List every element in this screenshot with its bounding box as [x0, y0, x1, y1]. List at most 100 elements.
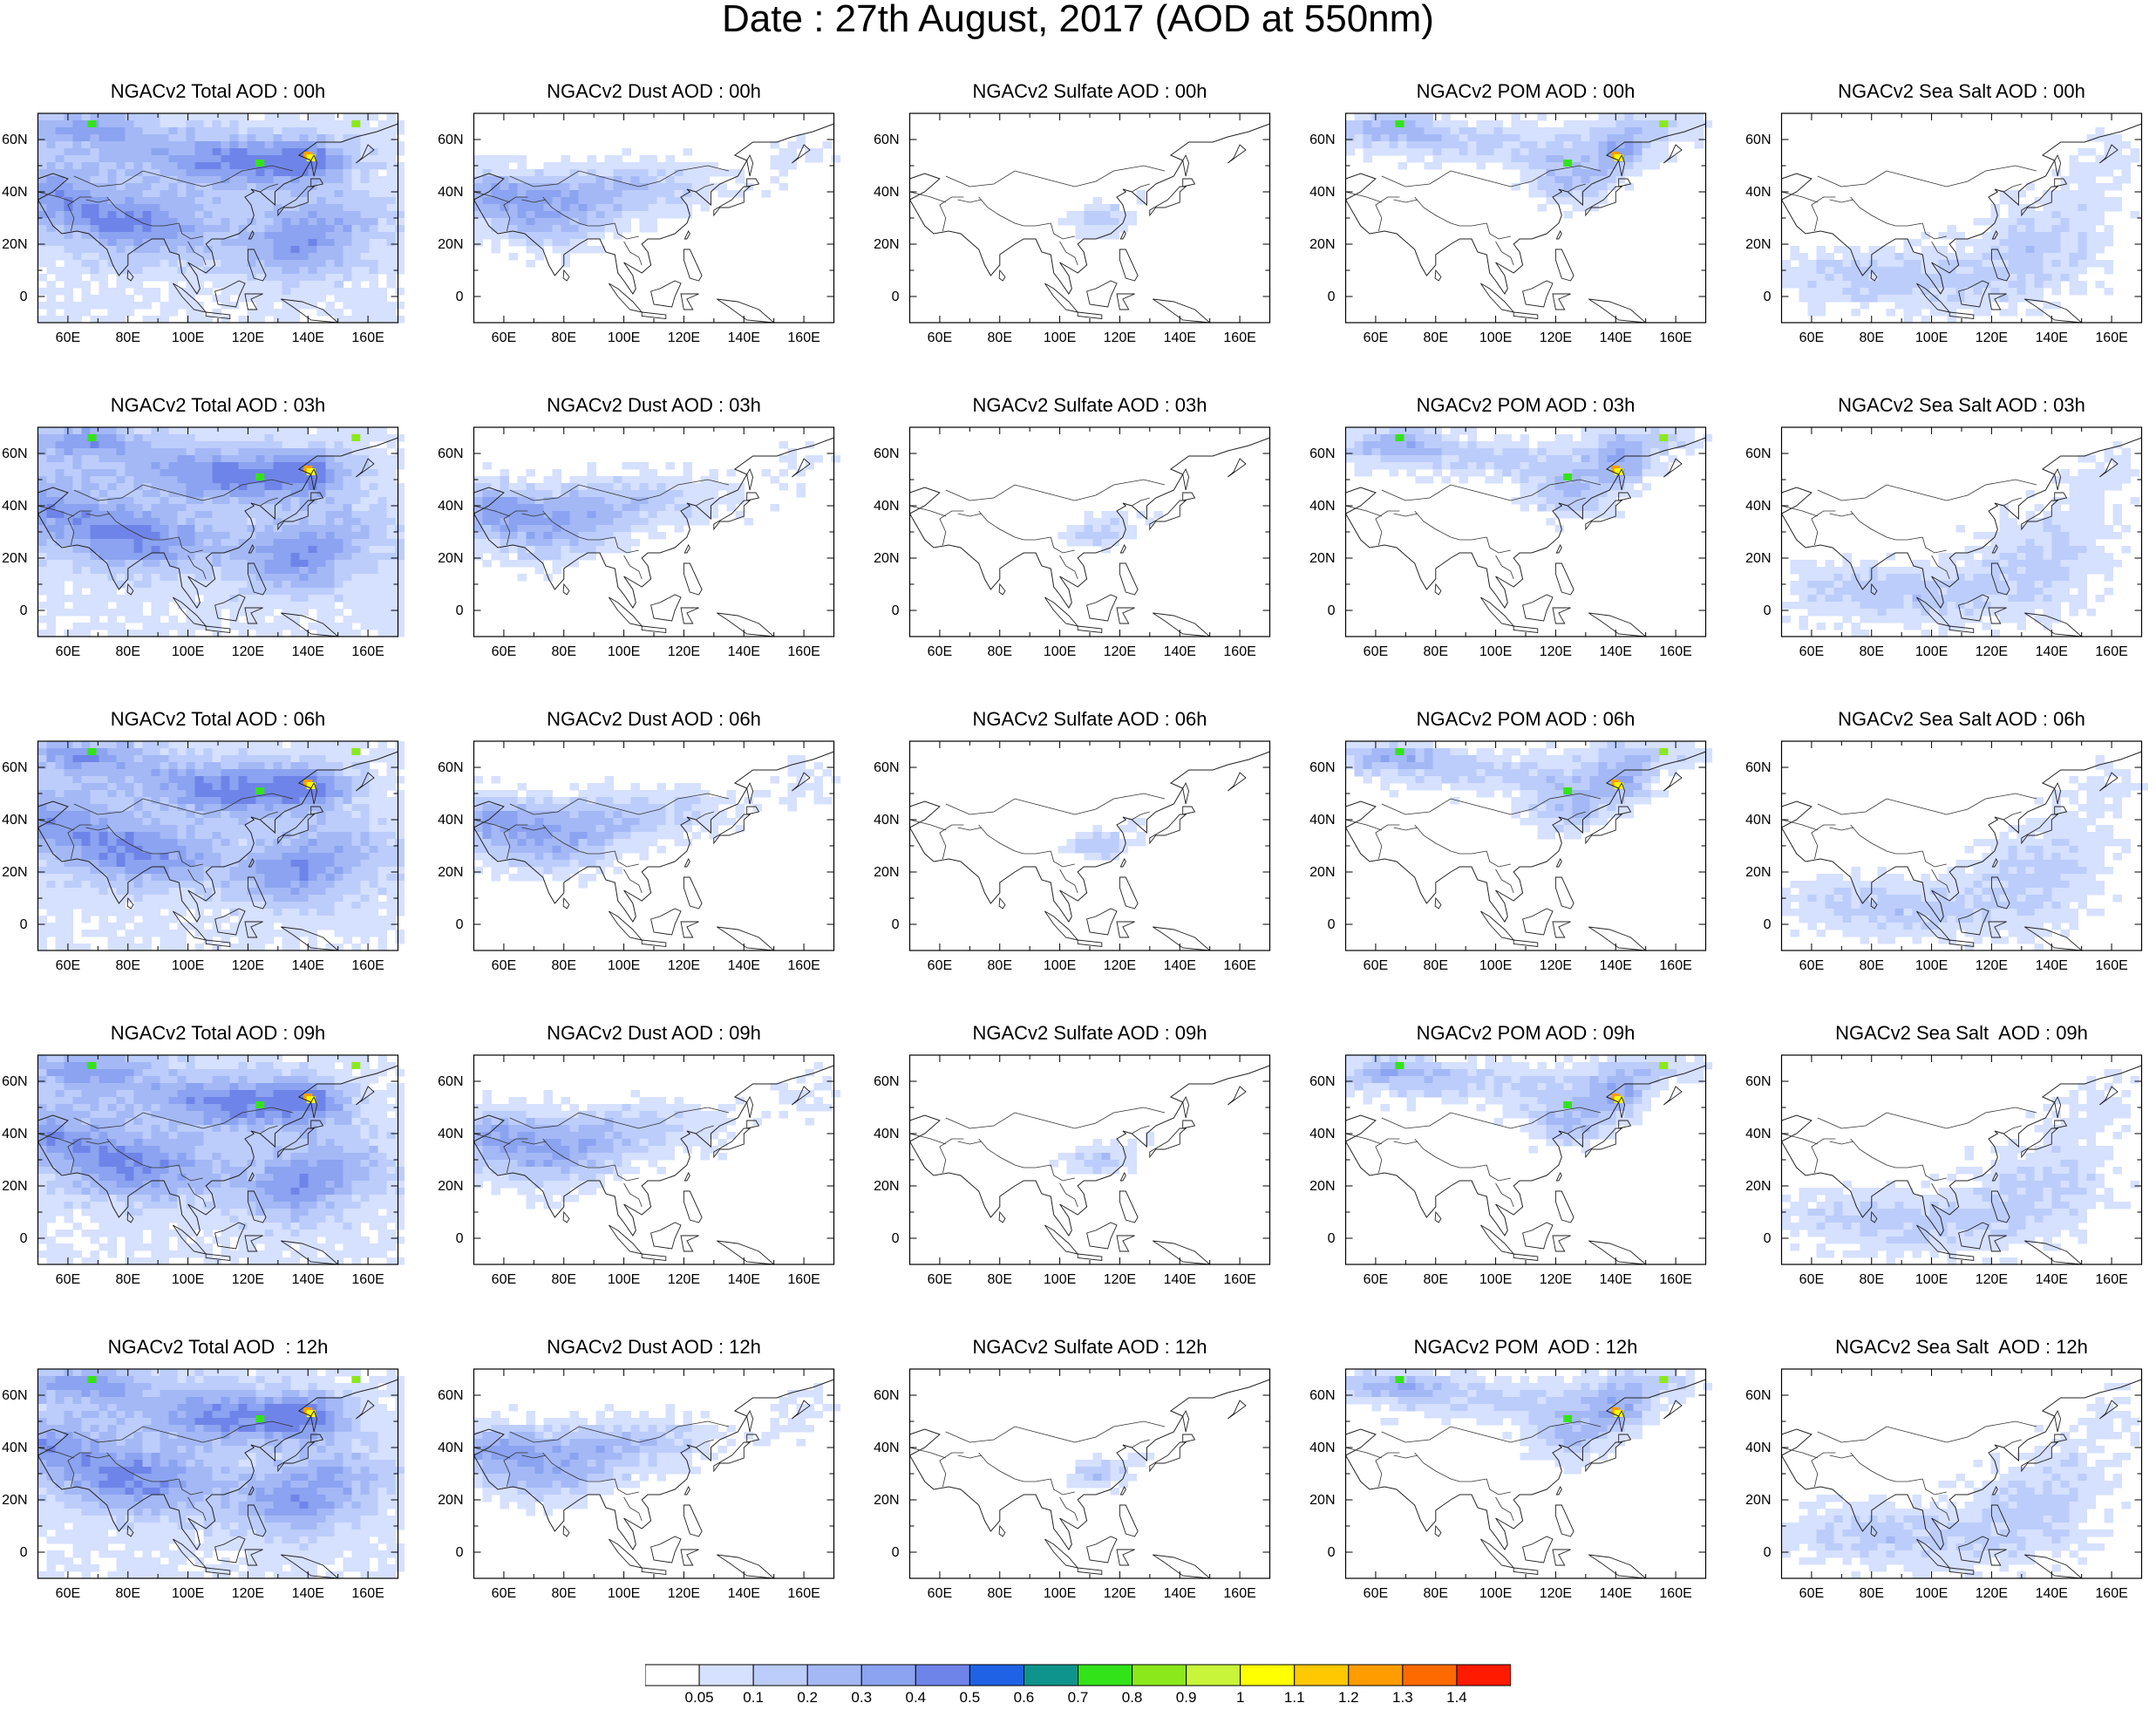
- lon-tick-label: 100E: [1915, 644, 1948, 659]
- lon-tick-label: 100E: [1915, 330, 1948, 345]
- colorbar-label: 1.2: [1338, 1689, 1359, 1706]
- lon-tick-label: 140E: [1164, 958, 1196, 973]
- lon-tick-label: 160E: [351, 330, 384, 345]
- colorbar-swatch: [861, 1665, 915, 1686]
- lat-tick-label: 40N: [438, 499, 463, 514]
- lon-tick-label: 100E: [1044, 958, 1076, 973]
- lon-tick-label: 60E: [928, 958, 952, 973]
- lon-tick-label: 60E: [56, 958, 80, 973]
- colorbar-swatch: [1078, 1665, 1132, 1686]
- lon-tick-label: 160E: [787, 1586, 820, 1601]
- lon-tick-label: 80E: [552, 1272, 576, 1287]
- lat-tick-label: 20N: [1745, 237, 1771, 252]
- lon-tick-label: 100E: [608, 958, 640, 973]
- lat-tick-label: 40N: [2, 499, 27, 514]
- colorbar-label: 0.2: [797, 1689, 818, 1706]
- lat-tick-label: 20N: [874, 1493, 899, 1508]
- lat-tick-label: 20N: [438, 237, 463, 252]
- lat-tick-label: 20N: [438, 1493, 463, 1508]
- lat-tick-label: 40N: [1309, 499, 1335, 514]
- lat-tick-label: 0: [1328, 1231, 1336, 1246]
- lon-tick-label: 140E: [1164, 644, 1196, 659]
- lat-tick-label: 20N: [1745, 865, 1771, 880]
- lat-tick-label: 20N: [1309, 237, 1335, 252]
- lat-tick-label: 40N: [1745, 1127, 1771, 1141]
- lon-tick-label: 80E: [552, 958, 576, 973]
- lat-tick-label: 20N: [1745, 1179, 1771, 1194]
- colorbar-swatch: [1024, 1665, 1078, 1686]
- lon-tick-label: 160E: [351, 644, 384, 659]
- lon-tick-label: 100E: [1915, 1272, 1948, 1287]
- lon-tick-label: 160E: [1659, 1272, 1691, 1287]
- lat-tick-label: 20N: [2, 1493, 27, 1508]
- lat-tick-label: 20N: [438, 1179, 463, 1194]
- lon-tick-label: 80E: [988, 958, 1012, 973]
- lat-tick-label: 60N: [2, 446, 27, 461]
- lon-tick-label: 80E: [1860, 330, 1884, 345]
- lat-tick-label: 40N: [2, 185, 27, 200]
- lon-tick-label: 100E: [608, 1272, 640, 1287]
- lon-tick-label: 160E: [1659, 644, 1691, 659]
- lon-tick-label: 160E: [351, 958, 384, 973]
- lon-tick-label: 120E: [1540, 1272, 1572, 1287]
- colorbar-label: 1.4: [1446, 1689, 1467, 1706]
- lon-tick-label: 60E: [492, 1272, 516, 1287]
- lon-tick-label: 80E: [116, 1272, 140, 1287]
- lon-tick-label: 100E: [1915, 958, 1948, 973]
- lat-tick-label: 0: [892, 1231, 900, 1246]
- lat-tick-label: 60N: [1745, 1074, 1771, 1089]
- lat-tick-label: 60N: [2, 1388, 27, 1403]
- colorbar-swatch: [1403, 1665, 1457, 1686]
- lon-tick-label: 80E: [116, 958, 140, 973]
- lon-tick-label: 160E: [2095, 1272, 2127, 1287]
- lat-tick-label: 0: [892, 603, 900, 618]
- lat-tick-label: 60N: [874, 760, 899, 775]
- lat-tick-label: 60N: [1309, 1074, 1335, 1089]
- lon-tick-label: 140E: [2036, 1586, 2068, 1601]
- lon-tick-label: 60E: [1799, 958, 1824, 973]
- lon-tick-label: 120E: [1104, 644, 1136, 659]
- lon-tick-label: 120E: [1540, 644, 1572, 659]
- colorbar-label: 0.05: [685, 1689, 714, 1706]
- lon-tick-label: 80E: [116, 644, 140, 659]
- lon-tick-label: 60E: [1799, 1272, 1824, 1287]
- lon-tick-label: 60E: [1364, 958, 1388, 973]
- lon-tick-label: 120E: [232, 958, 264, 973]
- colorbar-swatch: [753, 1665, 807, 1686]
- lat-tick-label: 40N: [438, 185, 463, 200]
- lat-tick-label: 20N: [874, 551, 899, 566]
- lon-tick-label: 100E: [1044, 330, 1076, 345]
- lat-tick-label: 0: [1764, 917, 1772, 932]
- lon-tick-label: 120E: [232, 1272, 264, 1287]
- lon-tick-label: 120E: [1104, 958, 1136, 973]
- lon-tick-label: 140E: [2036, 1272, 2068, 1287]
- lon-tick-label: 140E: [292, 1272, 324, 1287]
- lat-tick-label: 0: [20, 917, 28, 932]
- lat-tick-label: 20N: [874, 237, 899, 252]
- lat-tick-label: 60N: [874, 1074, 899, 1089]
- lon-tick-label: 80E: [116, 1586, 140, 1601]
- lat-tick-label: 60N: [438, 1074, 463, 1089]
- lat-tick-label: 40N: [874, 1441, 899, 1455]
- lon-tick-label: 140E: [2036, 644, 2068, 659]
- lat-tick-label: 0: [892, 1545, 900, 1560]
- lon-tick-label: 160E: [1223, 330, 1255, 345]
- lon-tick-label: 60E: [56, 1272, 80, 1287]
- lon-tick-label: 100E: [172, 330, 204, 345]
- colorbar-swatch: [1457, 1665, 1511, 1686]
- lon-tick-label: 80E: [1860, 1272, 1884, 1287]
